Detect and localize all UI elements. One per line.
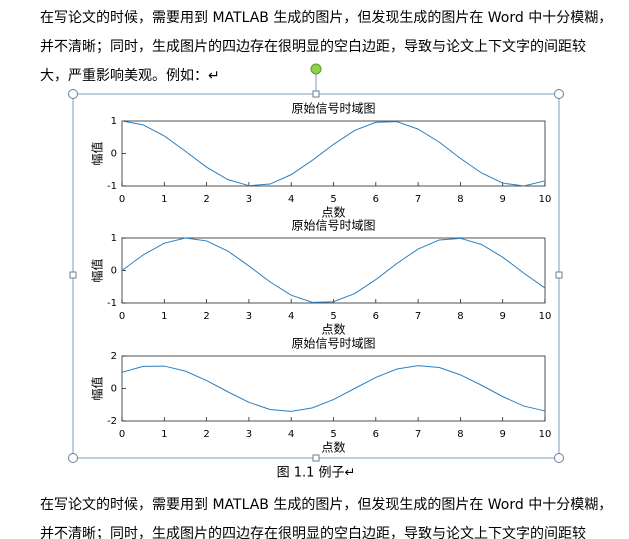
x-axis-label: 点数 (321, 440, 345, 455)
signal-line (121, 237, 546, 303)
x-tick-label: 8 (457, 194, 463, 205)
y-tick-label: 2 (111, 351, 117, 362)
x-tick-label: 1 (161, 194, 167, 205)
x-tick-label: 7 (415, 311, 421, 322)
x-tick-label: 8 (457, 311, 463, 322)
x-tick-label: 0 (119, 429, 125, 440)
paragraph-line: 大，严重影响美观。例如：↵ (40, 68, 220, 84)
x-tick-label: 1 (161, 311, 167, 322)
y-axis-label: 幅值 (90, 141, 105, 165)
x-tick-label: 4 (288, 311, 294, 322)
x-tick-label: 2 (203, 311, 209, 322)
paragraph-line: 在写论文的时候，需要用到 MATLAB 生成的图片，但发现生成的图片在 Word… (40, 497, 612, 513)
resize-handle[interactable] (69, 271, 77, 279)
x-tick-label: 7 (415, 194, 421, 205)
resize-handle[interactable] (555, 271, 563, 279)
plot-area (121, 237, 546, 304)
y-tick-label: 1 (111, 116, 117, 127)
y-axis-label: 幅值 (90, 258, 105, 282)
x-axis-label: 点数 (321, 205, 345, 220)
paragraph-line: 在写论文的时候，需要用到 MATLAB 生成的图片，但发现生成的图片在 Word… (40, 10, 612, 26)
x-tick-label: 4 (288, 429, 294, 440)
chart-title: 原始信号时域图 (291, 102, 375, 116)
figure-caption: 图 1.1 例子↵ (277, 466, 356, 481)
rotate-handle[interactable] (310, 63, 322, 75)
resize-handle[interactable] (68, 453, 78, 463)
resize-handle[interactable] (312, 454, 320, 462)
y-axis-label: 幅值 (90, 376, 105, 400)
x-tick-label: 7 (415, 429, 421, 440)
plot-area (121, 120, 546, 187)
paragraph-line: 并不清晰；同时，生成图片的四边存在很明显的空白边距，导致与论文上下文字的间距较 (40, 526, 586, 539)
x-tick-label: 9 (500, 311, 506, 322)
x-tick-label: 4 (288, 194, 294, 205)
x-tick-label: 5 (330, 429, 336, 440)
plot-area (121, 355, 546, 422)
x-axis-label: 点数 (321, 322, 345, 337)
y-tick-label: -2 (107, 416, 117, 427)
y-tick-label: 0 (111, 266, 117, 277)
x-tick-label: 9 (500, 429, 506, 440)
x-tick-label: 8 (457, 429, 463, 440)
resize-handle[interactable] (68, 89, 78, 99)
x-tick-label: 1 (161, 429, 167, 440)
x-tick-label: 10 (539, 194, 552, 205)
x-tick-label: 3 (246, 194, 252, 205)
y-tick-label: 1 (111, 233, 117, 244)
signal-line (121, 365, 546, 412)
chart-title: 原始信号时域图 (291, 219, 375, 233)
x-tick-label: 0 (119, 311, 125, 322)
y-tick-label: 0 (111, 384, 117, 395)
x-tick-label: 5 (330, 194, 336, 205)
resize-handle[interactable] (554, 453, 564, 463)
paragraph-line: 并不清晰；同时，生成图片的四边存在很明显的空白边距，导致与论文上下文字的间距较 (40, 39, 586, 55)
x-tick-label: 2 (203, 194, 209, 205)
x-tick-label: 2 (203, 429, 209, 440)
x-tick-label: 0 (119, 194, 125, 205)
x-tick-label: 5 (330, 311, 336, 322)
chart-title: 原始信号时域图 (291, 337, 375, 351)
x-tick-label: 10 (539, 429, 552, 440)
x-tick-label: 3 (246, 311, 252, 322)
x-tick-label: 9 (500, 194, 506, 205)
resize-handle[interactable] (554, 89, 564, 99)
x-tick-label: 6 (373, 429, 379, 440)
resize-handle[interactable] (312, 90, 320, 98)
y-tick-label: -1 (107, 298, 117, 309)
y-tick-label: 0 (111, 149, 117, 160)
x-tick-label: 6 (373, 311, 379, 322)
y-tick-label: -1 (107, 181, 117, 192)
x-tick-label: 10 (539, 311, 552, 322)
signal-line (121, 120, 546, 187)
x-tick-label: 6 (373, 194, 379, 205)
x-tick-label: 3 (246, 429, 252, 440)
